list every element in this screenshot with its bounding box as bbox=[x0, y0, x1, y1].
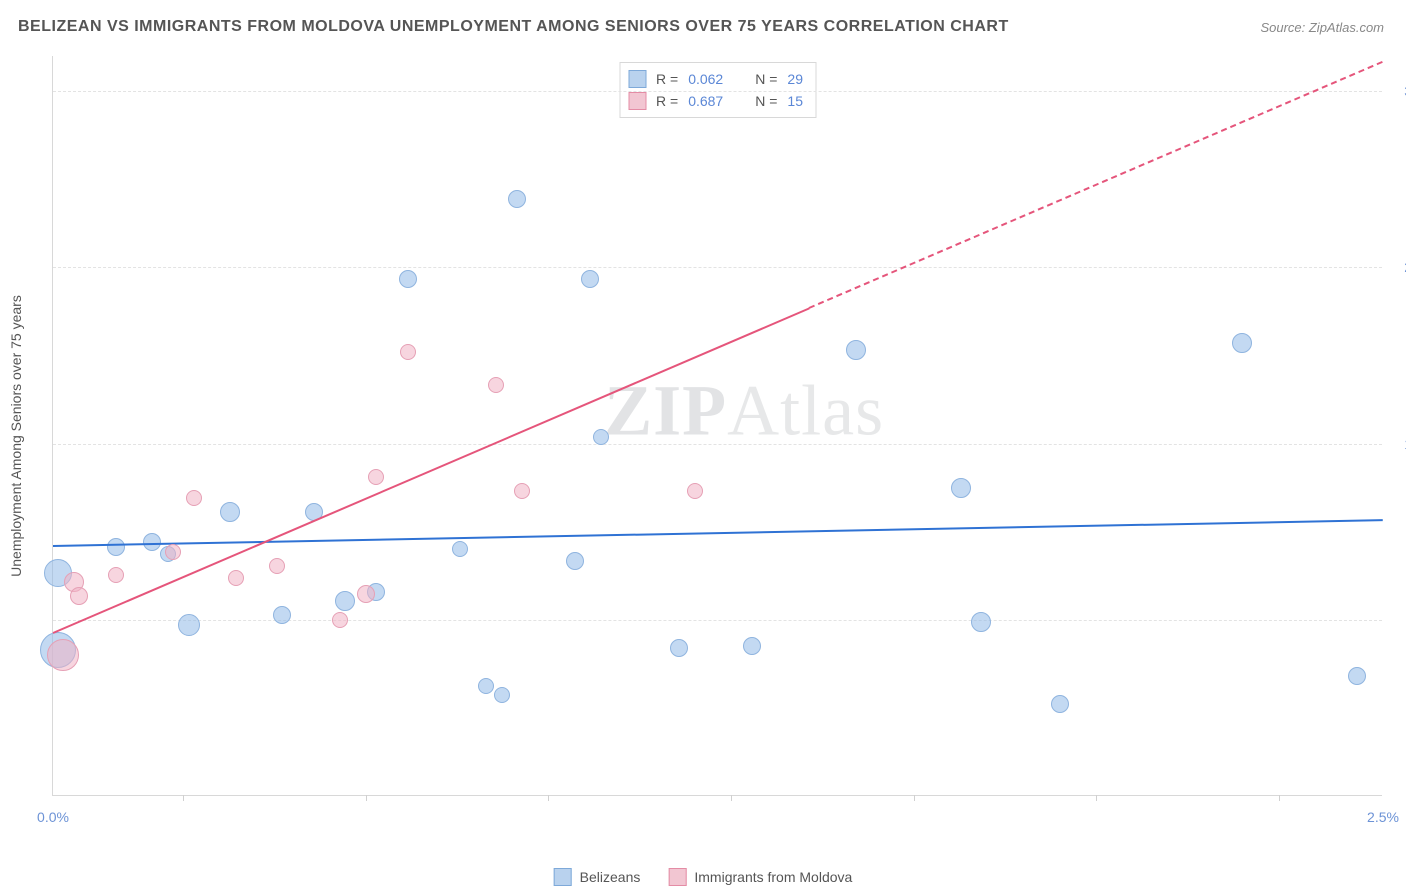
data-point bbox=[452, 541, 468, 557]
data-point bbox=[368, 469, 384, 485]
stat-n-value: 29 bbox=[787, 68, 803, 90]
data-point bbox=[566, 552, 584, 570]
series-swatch bbox=[628, 92, 646, 110]
x-tick bbox=[183, 795, 184, 801]
y-axis-title: Unemployment Among Seniors over 75 years bbox=[8, 295, 24, 577]
data-point bbox=[70, 587, 88, 605]
plot-area: ZIPAtlas R =0.062N =29R =0.687N =15 7.5%… bbox=[52, 56, 1382, 796]
data-point bbox=[478, 678, 494, 694]
data-point bbox=[1348, 667, 1366, 685]
x-tick bbox=[914, 795, 915, 801]
y-tick-label: 15.0% bbox=[1389, 436, 1406, 452]
y-tick-label: 30.0% bbox=[1389, 83, 1406, 99]
data-point bbox=[670, 639, 688, 657]
gridline bbox=[53, 267, 1382, 268]
data-point bbox=[332, 612, 348, 628]
data-point bbox=[593, 429, 609, 445]
data-point bbox=[951, 478, 971, 498]
data-point bbox=[846, 340, 866, 360]
gridline bbox=[53, 620, 1382, 621]
stat-n-label: N = bbox=[755, 90, 777, 112]
y-tick-label: 7.5% bbox=[1389, 612, 1406, 628]
data-point bbox=[1232, 333, 1252, 353]
data-point bbox=[273, 606, 291, 624]
x-tick bbox=[731, 795, 732, 801]
x-axis-min-label: 0.0% bbox=[37, 809, 69, 825]
x-tick bbox=[1096, 795, 1097, 801]
x-axis-max-label: 2.5% bbox=[1367, 809, 1399, 825]
series-legend: Belizeans Immigrants from Moldova bbox=[554, 868, 853, 886]
x-tick bbox=[366, 795, 367, 801]
source-attribution: Source: ZipAtlas.com bbox=[1260, 20, 1384, 35]
data-point bbox=[743, 637, 761, 655]
x-tick bbox=[1279, 795, 1280, 801]
data-point bbox=[47, 639, 79, 671]
stats-legend: R = 0.062 N = 29 R = 0.687 N = 15 bbox=[619, 62, 816, 118]
legend-item: Immigrants from Moldova bbox=[668, 868, 852, 886]
stat-r-label: R = bbox=[656, 90, 678, 112]
series-swatch bbox=[668, 868, 686, 886]
trendline bbox=[53, 519, 1383, 547]
data-point bbox=[108, 567, 124, 583]
legend-item: Belizeans bbox=[554, 868, 641, 886]
data-point bbox=[228, 570, 244, 586]
legend-label: Immigrants from Moldova bbox=[694, 869, 852, 885]
series-swatch bbox=[628, 70, 646, 88]
data-point bbox=[488, 377, 504, 393]
data-point bbox=[971, 612, 991, 632]
gridline bbox=[53, 444, 1382, 445]
data-point bbox=[400, 344, 416, 360]
stats-row: R = 0.062 N = 29 bbox=[628, 68, 803, 90]
gridline bbox=[53, 91, 1382, 92]
data-point bbox=[687, 483, 703, 499]
stat-r-value: 0.062 bbox=[688, 68, 723, 90]
data-point bbox=[220, 502, 240, 522]
x-tick bbox=[548, 795, 549, 801]
data-point bbox=[357, 585, 375, 603]
trendline bbox=[53, 307, 810, 633]
data-point bbox=[186, 490, 202, 506]
data-point bbox=[165, 544, 181, 560]
stat-r-value: 0.687 bbox=[688, 90, 723, 112]
data-point bbox=[508, 190, 526, 208]
stat-r-label: R = bbox=[656, 68, 678, 90]
data-point bbox=[581, 270, 599, 288]
data-point bbox=[269, 558, 285, 574]
series-swatch bbox=[554, 868, 572, 886]
data-point bbox=[494, 687, 510, 703]
y-tick-label: 22.5% bbox=[1389, 259, 1406, 275]
chart-container: Unemployment Among Seniors over 75 years… bbox=[52, 56, 1382, 816]
stat-n-value: 15 bbox=[787, 90, 803, 112]
data-point bbox=[107, 538, 125, 556]
trendline bbox=[809, 61, 1384, 309]
data-point bbox=[1051, 695, 1069, 713]
data-point bbox=[399, 270, 417, 288]
legend-label: Belizeans bbox=[580, 869, 641, 885]
stats-row: R = 0.687 N = 15 bbox=[628, 90, 803, 112]
stat-n-label: N = bbox=[755, 68, 777, 90]
watermark: ZIPAtlas bbox=[604, 369, 884, 452]
data-point bbox=[514, 483, 530, 499]
data-point bbox=[178, 614, 200, 636]
data-point bbox=[335, 591, 355, 611]
chart-title: BELIZEAN VS IMMIGRANTS FROM MOLDOVA UNEM… bbox=[18, 18, 1009, 36]
